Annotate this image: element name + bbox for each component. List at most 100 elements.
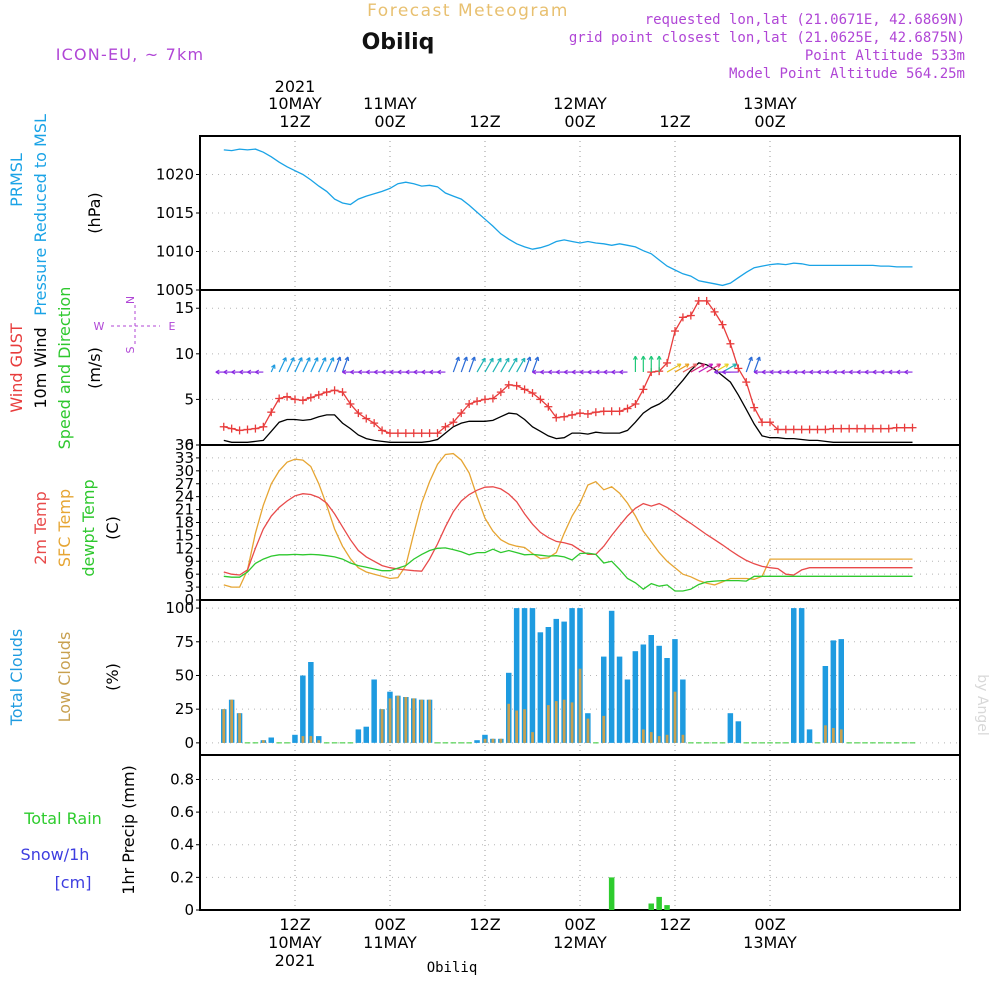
wind-arrow <box>531 356 539 373</box>
bottom-hour-label: 00Z <box>374 915 405 934</box>
rain-bar <box>664 905 670 910</box>
wind-arrow-head <box>321 357 326 361</box>
footer-location: Obiliq <box>427 960 478 976</box>
total-cloud-bar <box>727 713 734 743</box>
wind-arrow-head <box>801 371 806 375</box>
wind-arrow <box>484 357 494 373</box>
wind-arrow-head <box>290 357 295 361</box>
precip-axis-label: 1hr Precip (mm) <box>119 765 138 895</box>
wind-label: 10m Wind <box>31 327 50 408</box>
wind-arrow-head <box>825 371 830 375</box>
low-cloud-bar <box>657 736 661 743</box>
rain-bar <box>608 877 615 910</box>
wind-arrow-head <box>603 371 608 375</box>
wind-arrow <box>508 357 518 373</box>
y-tick-label: 15 <box>175 526 194 544</box>
low-cloud-bar <box>396 695 400 743</box>
panel-frame <box>199 754 961 911</box>
wind-arrow-head <box>756 356 761 361</box>
wind-arrow-head <box>421 371 426 375</box>
wind-arrow-head <box>389 371 394 375</box>
total-cloud-bar <box>632 651 639 743</box>
wind-arrow-head <box>239 371 244 375</box>
compass-w: W <box>94 320 105 333</box>
wind-arrow-head <box>481 357 486 361</box>
wind-arrow-head <box>365 371 370 375</box>
wind-arrow-head <box>880 371 885 375</box>
wind-arrow <box>666 363 682 373</box>
compass-n: N <box>124 296 137 304</box>
wind-arrow <box>682 363 698 373</box>
wind-arrow-head <box>247 371 252 375</box>
wind-arrow <box>500 357 510 373</box>
wind-arrow <box>460 356 468 373</box>
total-cloud-bar <box>806 729 813 743</box>
total-cloud-bar <box>300 675 306 743</box>
wind-arrow <box>516 357 526 373</box>
low-cloud-bar <box>499 738 503 743</box>
total-cloud-bar <box>513 608 520 743</box>
wind-arrow-head <box>397 371 402 375</box>
y-tick-label: 3 <box>184 578 194 596</box>
snow-cm-label: [cm] <box>55 873 92 892</box>
low-cloud-bar <box>523 709 526 743</box>
y-tick-label: 18 <box>175 514 194 532</box>
total-cloud-bar <box>268 737 274 743</box>
y-tick-label: 6 <box>184 565 194 583</box>
wind-arrow-head <box>526 356 531 361</box>
bottom-hour-label: 00Z <box>564 915 595 934</box>
total-cloud-bar <box>363 726 369 743</box>
low-cloud-bar <box>230 699 233 743</box>
low-clouds-label: Low Clouds <box>55 632 74 723</box>
low-cloud-bar <box>824 725 827 743</box>
total-cloud-bar <box>521 608 528 743</box>
wind-arrow <box>334 356 341 373</box>
y-tick-label: 50 <box>175 666 194 684</box>
top-hour-label: 00Z <box>374 112 405 131</box>
low-cloud-bar <box>531 732 534 743</box>
y-tick-label: 24 <box>175 488 194 506</box>
wind-arrow-head <box>563 371 568 375</box>
wind-arrow-head <box>864 371 869 375</box>
wind-arrow <box>278 357 287 373</box>
top-day-label: 12MAY <box>553 94 607 113</box>
y-tick-label: 30 <box>175 462 194 480</box>
top-hour-label: 12Z <box>659 112 690 131</box>
y-tick-label: 1005 <box>156 281 194 299</box>
prmsl-desc-label: Pressure Reduced to MSL <box>31 114 50 316</box>
total-cloud-bar <box>355 729 362 743</box>
total-cloud-bar <box>292 734 298 743</box>
bottom-hour-label: 12Z <box>279 915 310 934</box>
wind-arrow-head <box>358 371 363 375</box>
wind-arrow-head <box>761 371 766 375</box>
wind-arrow-head <box>373 371 378 375</box>
low-cloud-bar <box>412 698 416 743</box>
wind-arrow-head <box>405 371 410 375</box>
wind-arrow-head <box>505 357 510 361</box>
wind-arrow-head <box>619 371 624 375</box>
gridpoint-coords: grid point closest lon,lat (21.0625E, 42… <box>569 30 965 46</box>
top-day-label: 10MAY <box>268 94 322 113</box>
y-tick-label: 1015 <box>156 204 194 222</box>
y-tick-label: 12 <box>175 539 194 557</box>
bottom-hour-label: 12Z <box>469 915 500 934</box>
y-tick-label: 0 <box>184 591 194 609</box>
top-hour-label: 12Z <box>469 112 500 131</box>
wind-arrow-head <box>579 371 584 375</box>
low-cloud-bar <box>507 703 511 743</box>
wind-arrow-head <box>314 357 318 361</box>
snow-label: Snow/1h <box>21 845 90 864</box>
prmsl-series-line <box>223 148 913 287</box>
total-cloud-bar <box>316 736 322 743</box>
wind-arrow <box>674 363 690 373</box>
wind-arrow <box>492 357 502 373</box>
wind-arrow-head <box>255 371 260 375</box>
low-cloud-bar <box>649 732 653 743</box>
total-cloud-bar <box>656 645 662 743</box>
wind-arrow-head <box>753 371 758 375</box>
wind-arrow-head <box>413 371 418 375</box>
product-title: Forecast Meteogram <box>367 1 569 21</box>
low-cloud-bar <box>404 697 408 743</box>
wind-arrow-head <box>856 371 861 375</box>
wind-arrow <box>745 356 753 373</box>
